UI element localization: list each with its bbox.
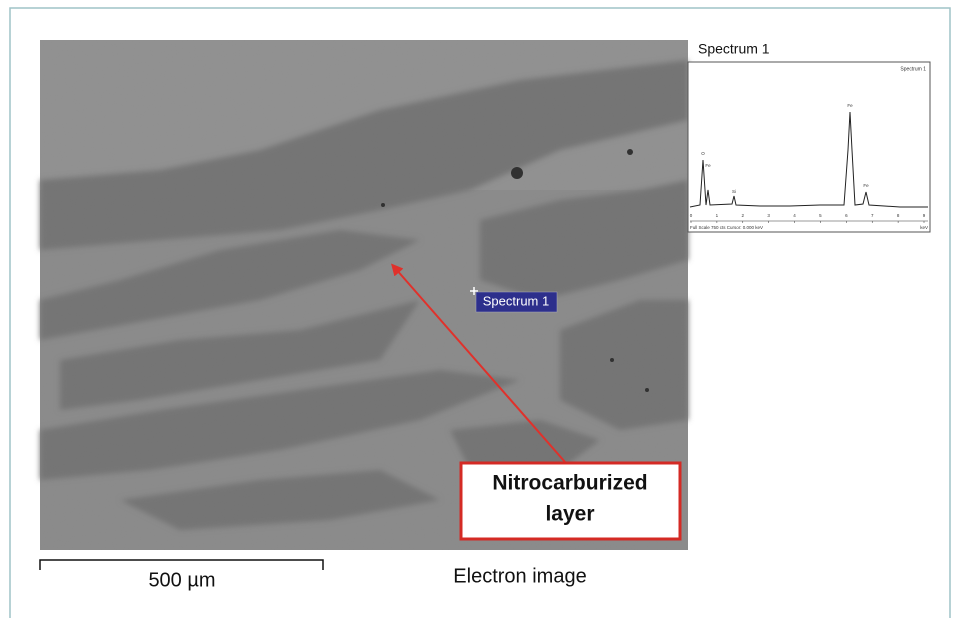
scale-label: 500 µm <box>148 569 215 591</box>
peak-label: Fe <box>847 103 853 108</box>
spectrum-footer: Full Scale 750 cts Cursor: 0.000 keV <box>690 225 763 230</box>
page: Spectrum 1 Nitrocarburized layer 500 µm … <box>0 0 963 623</box>
spectrum-unit: keV <box>920 225 928 230</box>
caption: Electron image <box>453 565 586 587</box>
callout-text: layer <box>545 503 594 526</box>
peak-label: Fe <box>863 183 869 188</box>
spectrum-inner-title: Spectrum 1 <box>900 66 926 72</box>
peak-label: Si <box>732 189 736 194</box>
figure: Spectrum 1 Nitrocarburized layer 500 µm … <box>0 0 963 618</box>
peak-label: Fe <box>705 163 711 168</box>
callout-text: Nitrocarburized <box>492 472 647 495</box>
marker-label: Spectrum 1 <box>483 293 549 308</box>
peak-label: O <box>701 151 705 156</box>
spectrum-title: Spectrum 1 <box>698 41 770 57</box>
